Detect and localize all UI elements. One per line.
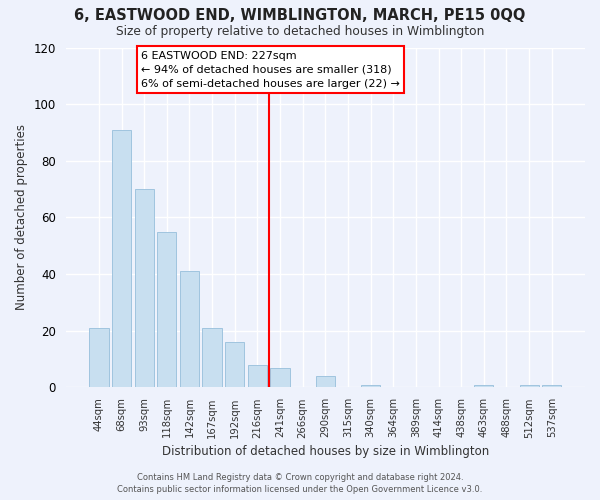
Bar [225, 342, 244, 388]
Bar [134, 189, 154, 388]
Text: Size of property relative to detached houses in Wimblington: Size of property relative to detached ho… [116, 25, 484, 38]
Text: Contains HM Land Registry data © Crown copyright and database right 2024.
Contai: Contains HM Land Registry data © Crown c… [118, 473, 482, 494]
X-axis label: Distribution of detached houses by size in Wimblington: Distribution of detached houses by size … [162, 444, 489, 458]
Bar [520, 384, 539, 388]
Bar [202, 328, 222, 388]
Bar [112, 130, 131, 388]
Bar [248, 365, 267, 388]
Bar [316, 376, 335, 388]
Bar [474, 384, 493, 388]
Bar [157, 232, 176, 388]
Bar [180, 272, 199, 388]
Bar [271, 368, 290, 388]
Bar [542, 384, 562, 388]
Text: 6 EASTWOOD END: 227sqm
← 94% of detached houses are smaller (318)
6% of semi-det: 6 EASTWOOD END: 227sqm ← 94% of detached… [141, 51, 400, 89]
Y-axis label: Number of detached properties: Number of detached properties [15, 124, 28, 310]
Text: 6, EASTWOOD END, WIMBLINGTON, MARCH, PE15 0QQ: 6, EASTWOOD END, WIMBLINGTON, MARCH, PE1… [74, 8, 526, 22]
Bar [361, 384, 380, 388]
Bar [89, 328, 109, 388]
